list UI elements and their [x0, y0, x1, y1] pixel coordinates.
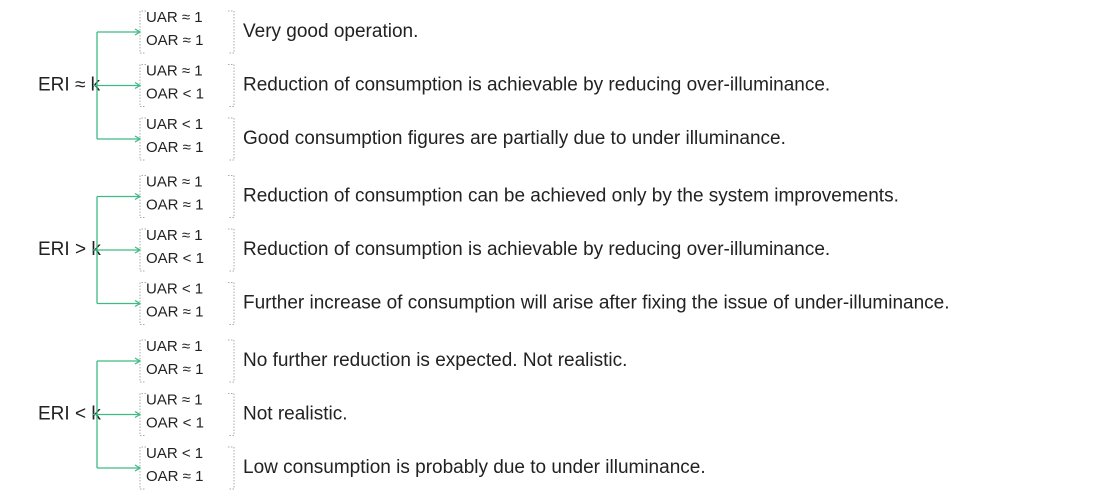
description: Reduction of consumption can be achieved… [243, 186, 899, 207]
bracket [139, 175, 146, 218]
oar: OAR < 1 [146, 414, 204, 431]
description: Reduction of consumption is achievable b… [243, 75, 830, 96]
uar: UAR ≈ 1 [146, 62, 203, 79]
bracket [139, 282, 146, 325]
description: Reduction of consumption is achievable b… [243, 239, 830, 260]
oar: OAR ≈ 1 [146, 32, 203, 49]
uar: UAR < 1 [146, 280, 203, 297]
bracket [139, 393, 146, 436]
group-label: ERI > k [38, 239, 101, 260]
uar: UAR < 1 [146, 445, 203, 462]
uar: UAR ≈ 1 [146, 9, 203, 26]
bracket [139, 10, 146, 54]
description: Not realistic. [243, 404, 348, 425]
bracket [228, 10, 235, 54]
description: Further increase of consumption will ari… [243, 293, 950, 314]
description: Low consumption is probably due to under… [243, 457, 706, 478]
bracket [139, 446, 146, 490]
oar: OAR ≈ 1 [146, 139, 203, 156]
bracket [228, 393, 235, 436]
uar: UAR < 1 [146, 116, 203, 133]
bracket [139, 117, 146, 161]
bracket [139, 64, 146, 107]
oar: OAR < 1 [146, 85, 204, 102]
bracket [228, 446, 235, 490]
bracket [228, 64, 235, 107]
uar: UAR ≈ 1 [146, 173, 203, 190]
bracket [228, 339, 235, 383]
oar: OAR ≈ 1 [146, 361, 203, 378]
description: Good consumption figures are partially d… [243, 128, 786, 149]
oar: OAR < 1 [146, 250, 204, 267]
bracket [228, 175, 235, 218]
oar: OAR ≈ 1 [146, 303, 203, 320]
description: Very good operation. [243, 21, 418, 42]
bracket [228, 117, 235, 161]
bracket [139, 339, 146, 383]
uar: UAR ≈ 1 [146, 391, 203, 408]
description: No further reduction is expected. Not re… [243, 350, 627, 371]
group-label: ERI < k [38, 404, 101, 425]
oar: OAR ≈ 1 [146, 468, 203, 485]
oar: OAR ≈ 1 [146, 196, 203, 213]
bracket [139, 228, 146, 272]
group-label: ERI ≈ k [38, 75, 101, 96]
uar: UAR ≈ 1 [146, 227, 203, 244]
bracket [228, 228, 235, 272]
uar: UAR ≈ 1 [146, 338, 203, 355]
bracket [228, 282, 235, 325]
